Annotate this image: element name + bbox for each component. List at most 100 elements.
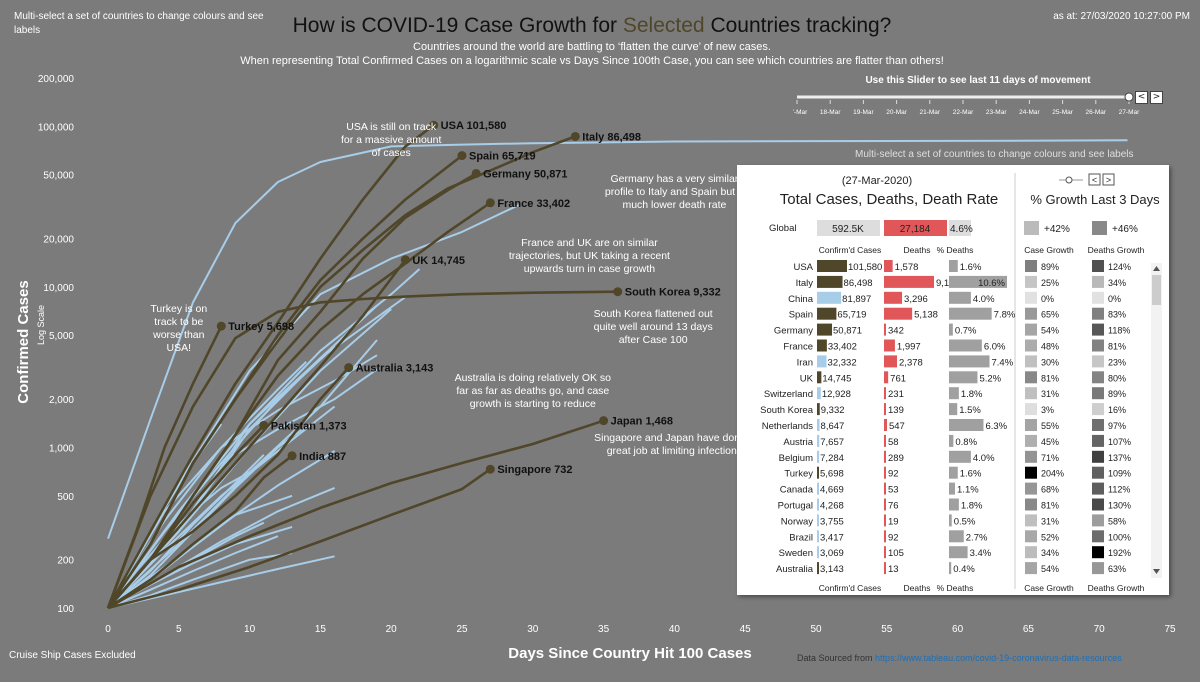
series-line-india[interactable] [107, 454, 293, 610]
row-country[interactable]: Germany [774, 326, 813, 337]
series-endpoint-japan[interactable] [599, 416, 609, 426]
deaths-bar [884, 434, 886, 447]
row-country[interactable]: Italy [796, 278, 814, 289]
series-endpoint-germany[interactable] [471, 168, 481, 178]
series-line-japan[interactable] [107, 419, 605, 610]
slider-track[interactable]: 17-Mar 18-Mar 19-Mar 20-Mar 21-Mar 22-Mar 23-M… [787, 90, 1168, 118]
growth-days-handle[interactable] [1065, 176, 1073, 184]
row-country[interactable]: UK [800, 373, 814, 384]
row-country[interactable]: Netherlands [762, 421, 813, 432]
series-line-france[interactable] [107, 201, 492, 609]
series-line-other14[interactable] [107, 471, 251, 609]
growth-next-button[interactable] [1102, 173, 1115, 186]
rate-bar [949, 419, 984, 431]
death-growth-box [1092, 434, 1104, 447]
row-cases: 50,871 [833, 326, 862, 337]
row-case-growth: 25% [1041, 278, 1059, 288]
row-country[interactable]: Austria [783, 437, 813, 448]
header-col-4: Case Growth [1024, 245, 1074, 255]
x-tick-label: 35 [598, 624, 610, 635]
row-country[interactable]: Australia [776, 564, 814, 575]
x-tick-label: 10 [244, 624, 256, 635]
annotation-3-line: trajectories, but UK taking a recent [509, 250, 670, 262]
scroll-up-icon[interactable] [1153, 266, 1160, 271]
row-country[interactable]: Spain [789, 310, 813, 321]
row-country[interactable]: Turkey [784, 469, 813, 480]
series-line-spain[interactable] [106, 154, 463, 609]
cases-bar [817, 514, 819, 527]
deaths-bar [884, 514, 886, 527]
series-endpoint-turkey[interactable] [216, 321, 226, 331]
series-line-other2[interactable] [107, 425, 307, 609]
growth-prev-button[interactable] [1088, 173, 1101, 186]
footer-col-5: Deaths Growth [1088, 583, 1145, 593]
death-growth-box [1092, 498, 1104, 511]
death-growth-box [1092, 546, 1104, 559]
series-line-usa[interactable] [106, 124, 435, 609]
row-country[interactable]: China [788, 294, 814, 305]
date-slider[interactable]: 17-Mar 18-Mar 19-Mar 20-Mar 21-Mar 22-Mar 23-M… [787, 90, 1168, 118]
row-rate: 2.7% [966, 532, 988, 543]
case-growth-box [1025, 466, 1037, 479]
slider-next-button[interactable]: > [1150, 91, 1163, 104]
series-endpoint-south-korea[interactable] [613, 287, 623, 297]
series-line-iran[interactable] [107, 204, 520, 609]
series-label-germany: Germany 50,871 [483, 168, 567, 180]
x-tick-label: 75 [1164, 624, 1176, 635]
row-country[interactable]: Canada [780, 485, 814, 496]
row-country[interactable]: France [783, 342, 813, 353]
row-deaths: 92 [888, 532, 899, 543]
row-rate: 1.1% [957, 485, 979, 496]
rate-bar [949, 482, 956, 495]
scrollbar-thumb[interactable] [1152, 275, 1161, 305]
row-country[interactable]: Norway [781, 516, 813, 527]
series-endpoint-australia[interactable] [344, 363, 354, 373]
row-case-growth: 55% [1041, 421, 1059, 431]
rate-bar [949, 260, 958, 272]
row-deaths: 139 [888, 405, 904, 416]
row-country[interactable]: Switzerland [764, 389, 813, 400]
scroll-down-icon[interactable] [1153, 569, 1160, 574]
multiselect-note-left-2: labels [14, 25, 40, 36]
row-case-growth: 65% [1041, 310, 1059, 320]
series-endpoint-france[interactable] [485, 198, 495, 208]
y-tick-label: 1,000 [49, 443, 74, 454]
series-endpoint-singapore[interactable] [485, 464, 495, 474]
slider-prev-button[interactable]: < [1135, 91, 1148, 104]
series-line-turkey[interactable] [106, 325, 223, 609]
series-line-other11[interactable] [107, 535, 279, 609]
series-endpoint-usa[interactable] [429, 120, 439, 130]
row-country[interactable]: USA [793, 262, 813, 273]
row-country[interactable]: Belgium [779, 453, 813, 464]
cases-bar [817, 498, 819, 511]
row-country[interactable]: Portugal [778, 501, 813, 512]
row-country[interactable]: South Korea [760, 405, 814, 416]
global-deaths-bar [884, 220, 947, 236]
panel-scrollbar[interactable] [1151, 263, 1162, 578]
row-country[interactable]: Brazil [789, 532, 813, 543]
row-deaths: 19 [888, 516, 899, 527]
slider-handle[interactable] [1124, 92, 1134, 102]
series-line-singapore[interactable] [107, 468, 492, 610]
series-line-china[interactable] [107, 139, 1128, 540]
series-endpoint-india[interactable] [287, 451, 297, 461]
series-label-usa: USA 101,580 [441, 120, 507, 132]
annotation-5-line: Turkey is on [150, 303, 207, 315]
series-endpoint-italy[interactable] [570, 131, 580, 141]
source-link[interactable]: https://www.tableau.com/covid-19-coronav… [875, 653, 1122, 663]
annotation-5-line: worse than [152, 329, 205, 341]
row-cases: 3,417 [820, 532, 844, 543]
slider-date-label: 24-Mar [1019, 109, 1040, 116]
row-country[interactable]: Iran [797, 357, 813, 368]
series-line-pakistan[interactable] [107, 424, 265, 609]
row-rate: 6.0% [984, 342, 1006, 353]
row-country[interactable]: Sweden [779, 548, 813, 559]
row-cases: 7,657 [820, 437, 844, 448]
series-endpoint-spain[interactable] [457, 151, 467, 161]
series-line-other9[interactable] [107, 454, 265, 609]
header-col-2: Deaths [904, 245, 931, 255]
series-endpoint-pakistan[interactable] [259, 420, 269, 430]
series-endpoint-uk[interactable] [400, 255, 410, 265]
series-line-south-korea[interactable] [106, 290, 618, 609]
